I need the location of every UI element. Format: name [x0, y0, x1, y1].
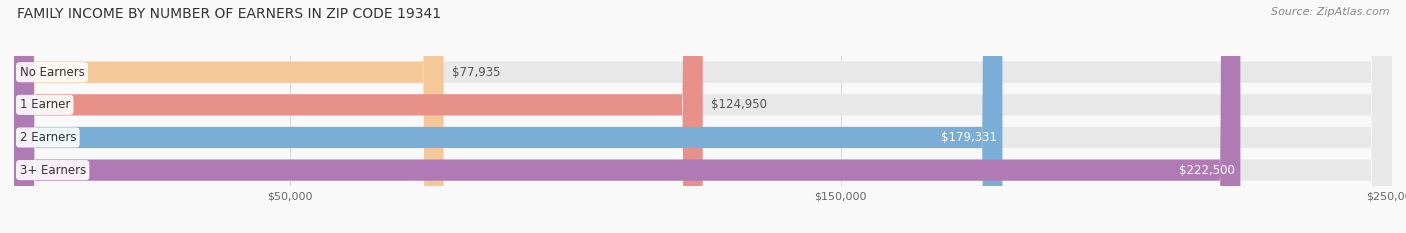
FancyBboxPatch shape: [14, 0, 1002, 233]
Text: Source: ZipAtlas.com: Source: ZipAtlas.com: [1271, 7, 1389, 17]
Text: FAMILY INCOME BY NUMBER OF EARNERS IN ZIP CODE 19341: FAMILY INCOME BY NUMBER OF EARNERS IN ZI…: [17, 7, 441, 21]
FancyBboxPatch shape: [14, 0, 1392, 233]
FancyBboxPatch shape: [14, 0, 1240, 233]
FancyBboxPatch shape: [14, 0, 1392, 233]
Text: $222,500: $222,500: [1180, 164, 1234, 177]
Text: No Earners: No Earners: [20, 66, 84, 79]
FancyBboxPatch shape: [14, 0, 1392, 233]
Text: $179,331: $179,331: [941, 131, 997, 144]
Text: $77,935: $77,935: [451, 66, 501, 79]
FancyBboxPatch shape: [14, 0, 1392, 233]
Text: 3+ Earners: 3+ Earners: [20, 164, 86, 177]
FancyBboxPatch shape: [14, 0, 703, 233]
FancyBboxPatch shape: [14, 0, 444, 233]
Text: 1 Earner: 1 Earner: [20, 98, 70, 111]
Text: $124,950: $124,950: [711, 98, 768, 111]
Text: 2 Earners: 2 Earners: [20, 131, 76, 144]
